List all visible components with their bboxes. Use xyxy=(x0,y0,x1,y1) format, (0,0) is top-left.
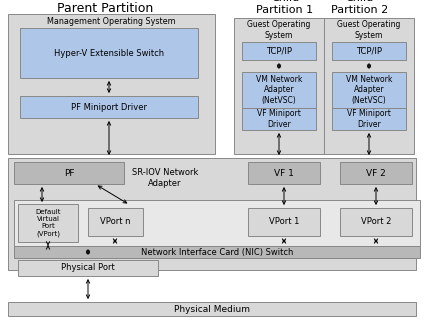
Text: Default
Virtual
Port
(VPort): Default Virtual Port (VPort) xyxy=(35,209,61,237)
Text: TCP/IP: TCP/IP xyxy=(356,47,382,56)
Bar xyxy=(18,260,158,276)
Text: Child
Partition 2: Child Partition 2 xyxy=(332,0,389,15)
Bar xyxy=(14,200,420,246)
Text: PF: PF xyxy=(64,169,74,178)
Text: Physical Medium: Physical Medium xyxy=(174,305,250,314)
Bar xyxy=(332,42,406,60)
Bar xyxy=(332,72,406,108)
Bar xyxy=(242,108,316,130)
Bar xyxy=(14,246,420,258)
Text: VM Network
Adapter
(NetVSC): VM Network Adapter (NetVSC) xyxy=(256,75,302,105)
Bar xyxy=(8,158,416,270)
Text: TCP/IP: TCP/IP xyxy=(266,47,292,56)
Text: VF Miniport
Driver: VF Miniport Driver xyxy=(347,109,391,129)
Text: VPort 2: VPort 2 xyxy=(361,217,391,226)
Text: Guest Operating
System: Guest Operating System xyxy=(338,20,401,40)
Text: VF 2: VF 2 xyxy=(366,169,386,178)
Bar xyxy=(18,204,78,242)
Bar xyxy=(20,28,198,78)
Text: Hyper-V Extensible Switch: Hyper-V Extensible Switch xyxy=(54,49,164,58)
Bar xyxy=(340,208,412,236)
Bar xyxy=(20,96,198,118)
Bar xyxy=(234,18,324,154)
Text: VF 1: VF 1 xyxy=(274,169,294,178)
Text: Physical Port: Physical Port xyxy=(61,264,115,272)
Text: VPort 1: VPort 1 xyxy=(269,217,299,226)
Text: VPort n: VPort n xyxy=(100,217,130,226)
Bar xyxy=(340,162,412,184)
Text: Child
Partition 1: Child Partition 1 xyxy=(257,0,314,15)
Bar xyxy=(8,14,215,154)
Bar xyxy=(242,42,316,60)
Text: VM Network
Adapter
(NetVSC): VM Network Adapter (NetVSC) xyxy=(346,75,392,105)
Text: VF Miniport
Driver: VF Miniport Driver xyxy=(257,109,301,129)
Text: Management Operating System: Management Operating System xyxy=(47,17,175,26)
Bar xyxy=(332,108,406,130)
Bar xyxy=(248,162,320,184)
Bar xyxy=(242,72,316,108)
Text: SR-IOV Network
Adapter: SR-IOV Network Adapter xyxy=(132,168,198,188)
Text: Parent Partition: Parent Partition xyxy=(57,1,153,14)
Bar xyxy=(324,18,414,154)
Bar xyxy=(88,208,143,236)
Bar xyxy=(8,302,416,316)
Text: Network Interface Card (NIC) Switch: Network Interface Card (NIC) Switch xyxy=(141,248,293,257)
Text: PF Miniport Driver: PF Miniport Driver xyxy=(71,103,147,112)
Bar xyxy=(248,208,320,236)
Bar xyxy=(14,162,124,184)
Text: Guest Operating
System: Guest Operating System xyxy=(247,20,311,40)
